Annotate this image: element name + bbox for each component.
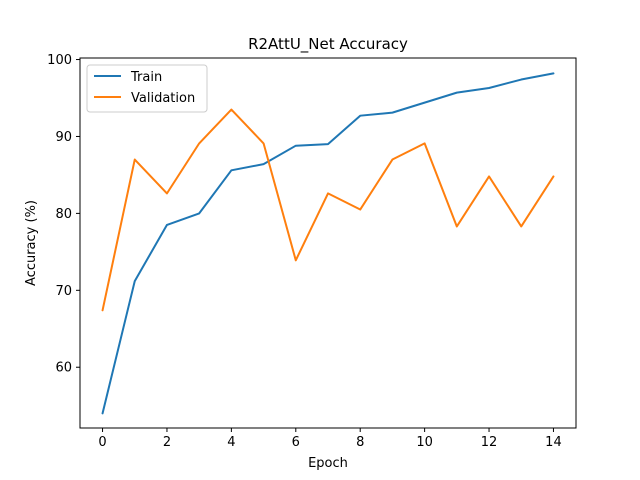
legend-label-validation: Validation [131,91,195,106]
y-axis-ticks: 60 70 80 90 100 [47,53,80,376]
x-tick-label: 6 [292,435,300,450]
plot-area: 0 2 4 6 8 10 12 14 60 70 80 90 100 [47,53,577,450]
y-tick-label: 90 [55,130,72,145]
x-tick-label: 4 [227,435,235,450]
plot-frame [79,57,577,429]
series-layer [101,72,555,415]
x-tick-label: 8 [356,435,364,450]
y-tick-label: 70 [55,284,72,299]
x-axis-label: Epoch [308,456,348,471]
x-tick-label: 14 [545,435,562,450]
chart-title: R2AttU_Net Accuracy [248,35,408,54]
legend-label-train: Train [130,70,162,85]
x-axis-ticks: 0 2 4 6 8 10 12 14 [98,428,562,450]
y-axis-label: Accuracy (%) [24,200,39,286]
legend: Train Validation [86,64,208,113]
x-tick-label: 10 [416,435,433,450]
x-tick-label: 2 [163,435,171,450]
y-tick-label: 60 [55,361,72,376]
x-tick-label: 12 [481,435,498,450]
y-tick-label: 100 [47,53,72,68]
y-tick-label: 80 [55,207,72,222]
x-tick-label: 0 [98,435,106,450]
